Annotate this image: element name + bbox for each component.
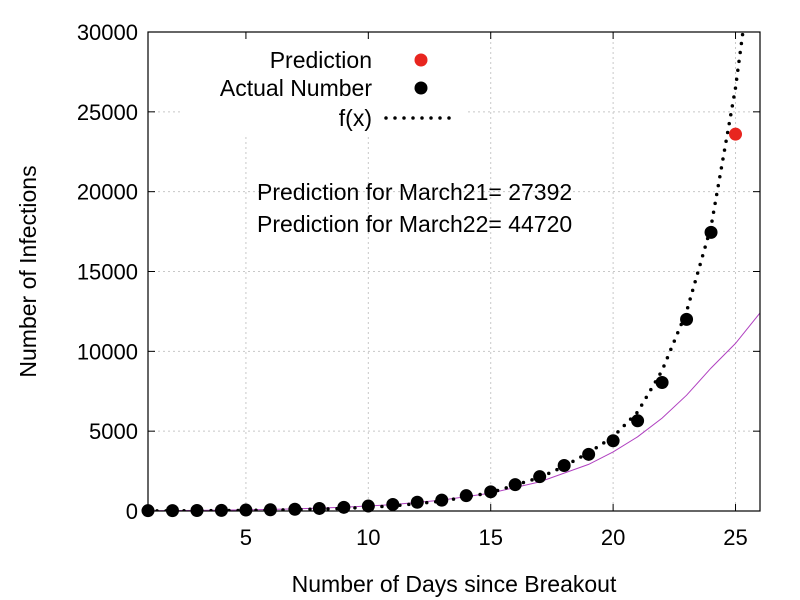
x-axis-label: Number of Days since Breakout — [292, 571, 617, 597]
actual-point — [459, 489, 473, 503]
y-axis-label: Number of Infections — [15, 165, 41, 377]
actual-point — [263, 503, 277, 517]
actual-point — [655, 375, 669, 389]
y-tick-label: 5000 — [89, 419, 138, 444]
y-tick-label: 30000 — [77, 20, 138, 45]
actual-point — [337, 500, 351, 514]
actual-point — [508, 478, 522, 492]
actual-point — [582, 447, 596, 461]
prediction-point — [729, 127, 743, 141]
x-tick-label: 10 — [356, 525, 380, 550]
x-tick-label: 15 — [478, 525, 502, 550]
y-tick-label: 25000 — [77, 100, 138, 125]
actual-point — [704, 225, 718, 239]
annotation-march22: Prediction for March22= 44720 — [257, 211, 572, 237]
x-tick-label: 5 — [240, 525, 252, 550]
legend-label-actual-number: Actual Number — [220, 75, 372, 101]
x-tick-label: 20 — [601, 525, 625, 550]
actual-point — [288, 502, 302, 516]
y-tick-label: 0 — [126, 499, 138, 524]
series-line-magenta — [148, 312, 760, 511]
ticks: 5 10 15 20 25 0 5000 10000 15000 20000 25000 30000 — [77, 20, 760, 550]
annotation-march21: Prediction for March21= 27392 — [257, 179, 572, 205]
legend-marker-prediction — [414, 53, 428, 67]
x-tick-label: 25 — [723, 525, 747, 550]
y-tick-label: 20000 — [77, 180, 138, 205]
actual-point — [631, 414, 645, 428]
legend-label-prediction: Prediction — [270, 47, 372, 73]
actual-point — [484, 485, 498, 499]
y-tick-label: 10000 — [77, 339, 138, 364]
legend-label-fx: f(x) — [339, 105, 372, 131]
actual-point — [312, 501, 326, 515]
actual-point — [533, 470, 547, 484]
y-tick-label: 15000 — [77, 260, 138, 285]
actual-point — [410, 495, 424, 509]
legend: Prediction Actual Number f(x) — [182, 40, 467, 136]
actual-point — [680, 312, 694, 326]
actual-point — [386, 497, 400, 511]
actual-point — [557, 458, 571, 472]
actual-point — [214, 503, 228, 517]
legend-marker-actual-number — [414, 81, 428, 95]
actual-point — [606, 434, 620, 448]
actual-point — [435, 493, 449, 507]
